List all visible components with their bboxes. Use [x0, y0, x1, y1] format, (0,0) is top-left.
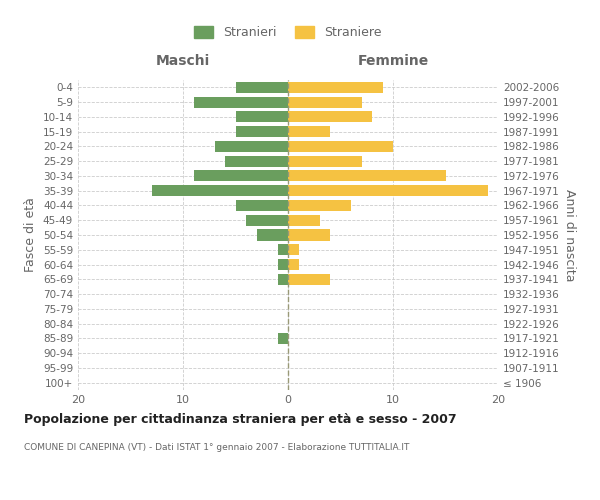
Bar [288, 214, 320, 226]
Bar [288, 259, 299, 270]
Text: COMUNE DI CANEPINA (VT) - Dati ISTAT 1° gennaio 2007 - Elaborazione TUTTITALIA.I: COMUNE DI CANEPINA (VT) - Dati ISTAT 1° … [24, 442, 409, 452]
Bar [215, 141, 288, 152]
Bar [288, 126, 330, 137]
Bar [257, 230, 288, 240]
Y-axis label: Fasce di età: Fasce di età [25, 198, 37, 272]
Text: Popolazione per cittadinanza straniera per età e sesso - 2007: Popolazione per cittadinanza straniera p… [24, 412, 457, 426]
Bar [288, 200, 351, 211]
Bar [288, 274, 330, 285]
Bar [277, 333, 288, 344]
Bar [193, 96, 288, 108]
Bar [235, 82, 288, 93]
Bar [277, 259, 288, 270]
Legend: Stranieri, Straniere: Stranieri, Straniere [190, 21, 386, 44]
Bar [288, 244, 299, 256]
Y-axis label: Anni di nascita: Anni di nascita [563, 188, 576, 281]
Bar [193, 170, 288, 181]
Text: Maschi: Maschi [156, 54, 210, 68]
Bar [235, 112, 288, 122]
Bar [288, 170, 445, 181]
Bar [288, 230, 330, 240]
Bar [225, 156, 288, 166]
Bar [277, 274, 288, 285]
Bar [288, 96, 361, 108]
Bar [277, 244, 288, 256]
Text: Femmine: Femmine [358, 54, 428, 68]
Bar [288, 185, 487, 196]
Bar [235, 200, 288, 211]
Bar [288, 112, 372, 122]
Bar [288, 156, 361, 166]
Bar [235, 126, 288, 137]
Bar [288, 141, 393, 152]
Bar [246, 214, 288, 226]
Bar [151, 185, 288, 196]
Bar [288, 82, 383, 93]
